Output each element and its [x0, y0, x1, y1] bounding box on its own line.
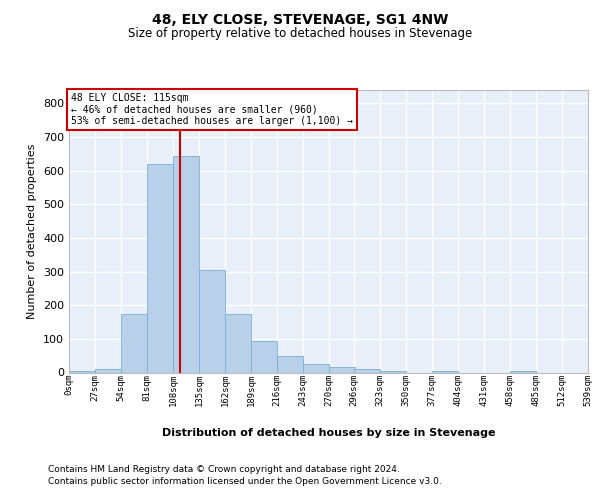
Bar: [225, 314, 251, 372]
Bar: [173, 156, 199, 372]
Text: Distribution of detached houses by size in Stevenage: Distribution of detached houses by size …: [162, 428, 496, 438]
Bar: [277, 356, 303, 372]
Text: 48 ELY CLOSE: 115sqm
← 46% of detached houses are smaller (960)
53% of semi-deta: 48 ELY CLOSE: 115sqm ← 46% of detached h…: [71, 92, 353, 126]
Y-axis label: Number of detached properties: Number of detached properties: [28, 144, 37, 319]
Bar: [199, 270, 225, 372]
Text: Contains HM Land Registry data © Crown copyright and database right 2024.: Contains HM Land Registry data © Crown c…: [48, 464, 400, 473]
Bar: [303, 364, 329, 372]
Bar: [354, 369, 380, 372]
Bar: [147, 164, 173, 372]
Bar: [121, 314, 147, 372]
Bar: [69, 371, 95, 372]
Text: Contains public sector information licensed under the Open Government Licence v3: Contains public sector information licen…: [48, 476, 442, 486]
Bar: [432, 371, 458, 372]
Bar: [329, 368, 355, 372]
Text: Size of property relative to detached houses in Stevenage: Size of property relative to detached ho…: [128, 28, 472, 40]
Bar: [380, 371, 406, 372]
Bar: [95, 369, 121, 372]
Text: 48, ELY CLOSE, STEVENAGE, SG1 4NW: 48, ELY CLOSE, STEVENAGE, SG1 4NW: [152, 12, 448, 26]
Bar: [251, 340, 277, 372]
Bar: [510, 371, 536, 372]
